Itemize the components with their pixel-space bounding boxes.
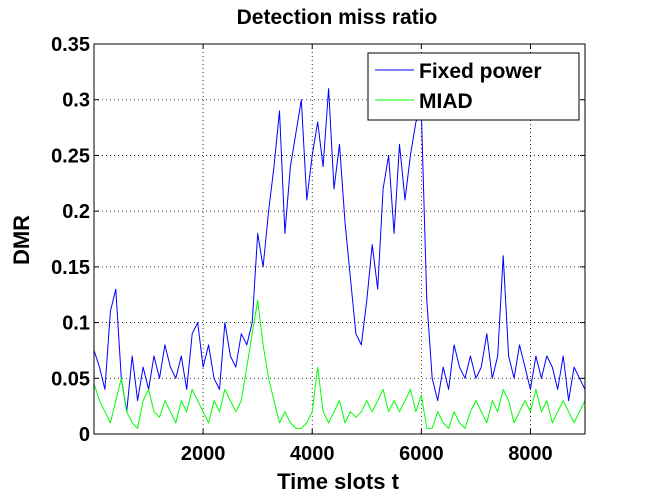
chart-title: Detection miss ratio — [237, 6, 438, 29]
x-tick-label: 4000 — [290, 443, 335, 465]
series-line-fixed-power — [93, 88, 586, 413]
y-tick-label: 0.35 — [51, 34, 90, 56]
legend-label-fixed-power: Fixed power — [419, 60, 542, 83]
y-tick-label: 0.2 — [62, 201, 90, 223]
legend-box — [367, 52, 580, 121]
legend-label-miad: MIAD — [419, 90, 473, 113]
plot-frame — [93, 43, 586, 435]
x-axis-label: Time slots t — [277, 469, 400, 494]
series-layer — [93, 88, 586, 429]
y-tick-label: 0.1 — [62, 313, 90, 335]
x-tick-label: 8000 — [508, 443, 553, 465]
y-tick-label: 0.05 — [51, 368, 90, 390]
series-line-miad — [93, 299, 586, 429]
y-tick-label: 0.15 — [51, 257, 90, 279]
x-tick-label: 6000 — [399, 443, 444, 465]
legend: Fixed power MIAD — [367, 52, 580, 121]
y-tick-label: 0.25 — [51, 145, 90, 167]
y-tick-label: 0 — [79, 424, 90, 446]
y-axis-label: DMR — [9, 215, 34, 265]
x-tick-label: 2000 — [181, 443, 226, 465]
ticks: 2000 4000 6000 8000 0 0.05 0.1 0.15 0.2 0.25 0.3 0.… — [51, 34, 585, 465]
y-tick-label: 0.3 — [62, 90, 90, 112]
